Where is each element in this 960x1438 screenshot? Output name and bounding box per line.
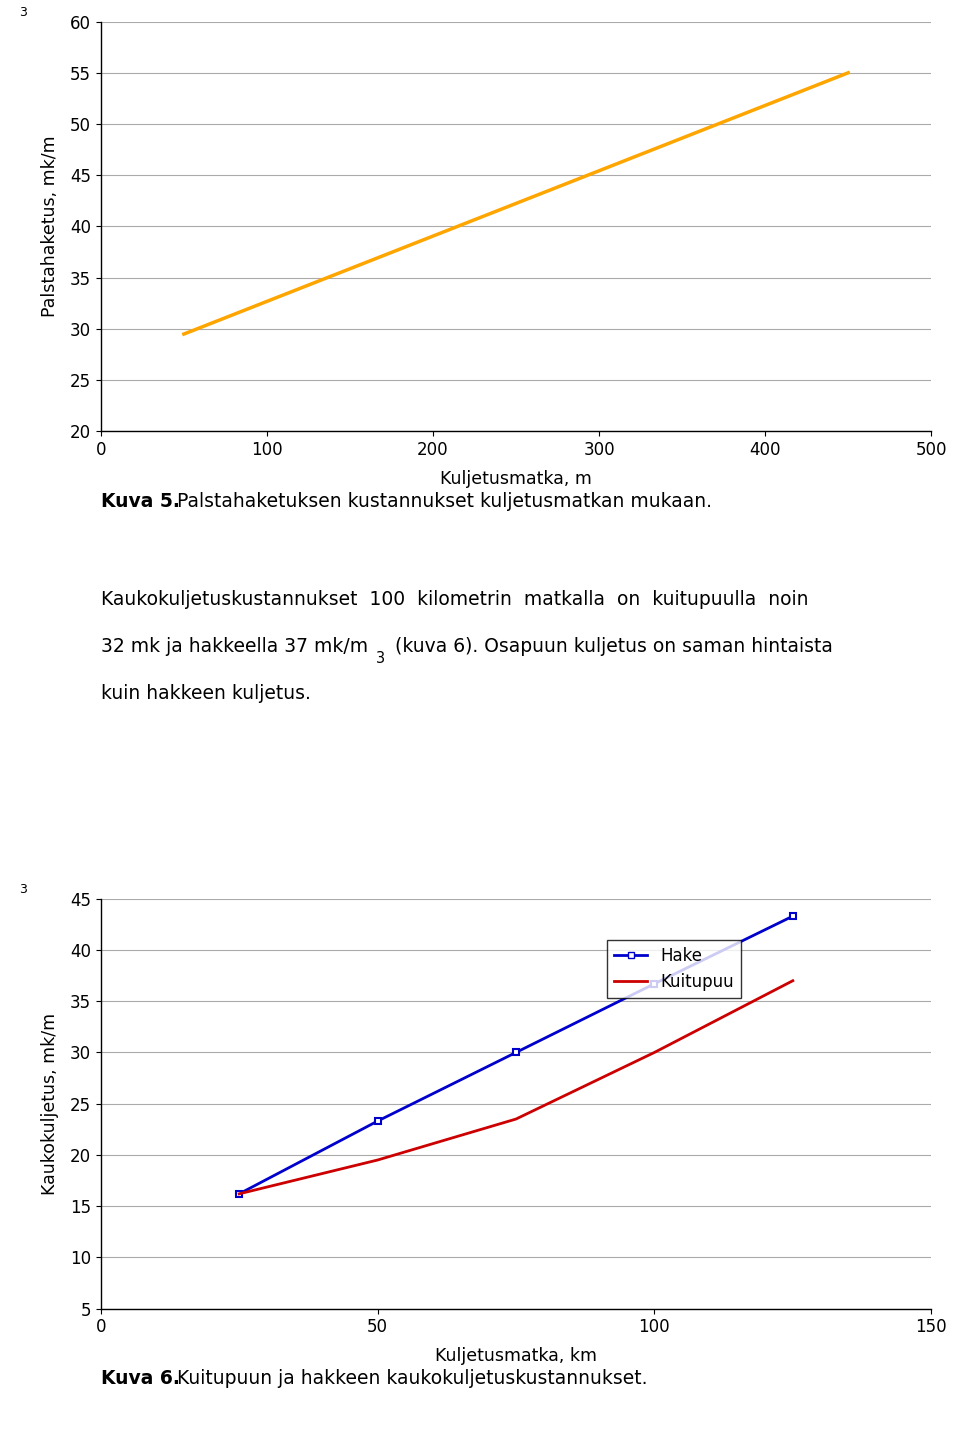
Text: Palstahaketuksen kustannukset kuljetusmatkan mukaan.: Palstahaketuksen kustannukset kuljetusma… [171,492,712,510]
Y-axis label: Kaukokuljetus, mk/m: Kaukokuljetus, mk/m [41,1012,59,1195]
Legend: Hake, Kuitupuu: Hake, Kuitupuu [608,940,741,998]
Y-axis label: Palstahaketus, mk/m: Palstahaketus, mk/m [41,135,59,318]
Text: 3: 3 [19,883,27,896]
X-axis label: Kuljetusmatka, km: Kuljetusmatka, km [435,1347,597,1366]
Text: Kuva 6.: Kuva 6. [101,1369,180,1388]
Text: kuin hakkeen kuljetus.: kuin hakkeen kuljetus. [101,684,311,703]
Text: Kaukokuljetuskustannukset  100  kilometrin  matkalla  on  kuitupuulla  noin: Kaukokuljetuskustannukset 100 kilometrin… [101,590,808,608]
Text: Kuva 5.: Kuva 5. [101,492,180,510]
X-axis label: Kuljetusmatka, m: Kuljetusmatka, m [440,470,592,489]
Text: 3: 3 [376,651,386,666]
Text: (kuva 6). Osapuun kuljetus on saman hintaista: (kuva 6). Osapuun kuljetus on saman hint… [389,637,832,656]
Text: Kuitupuun ja hakkeen kaukokuljetuskustannukset.: Kuitupuun ja hakkeen kaukokuljetuskustan… [171,1369,647,1388]
Text: 3: 3 [19,6,27,19]
Text: 32 mk ja hakkeella 37 mk/m: 32 mk ja hakkeella 37 mk/m [101,637,368,656]
